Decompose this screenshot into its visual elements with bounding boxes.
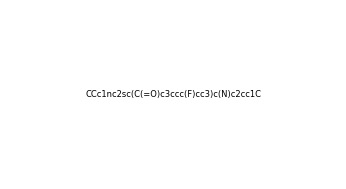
Text: CCc1nc2sc(C(=O)c3ccc(F)cc3)c(N)c2cc1C: CCc1nc2sc(C(=O)c3ccc(F)cc3)c(N)c2cc1C xyxy=(85,90,261,99)
